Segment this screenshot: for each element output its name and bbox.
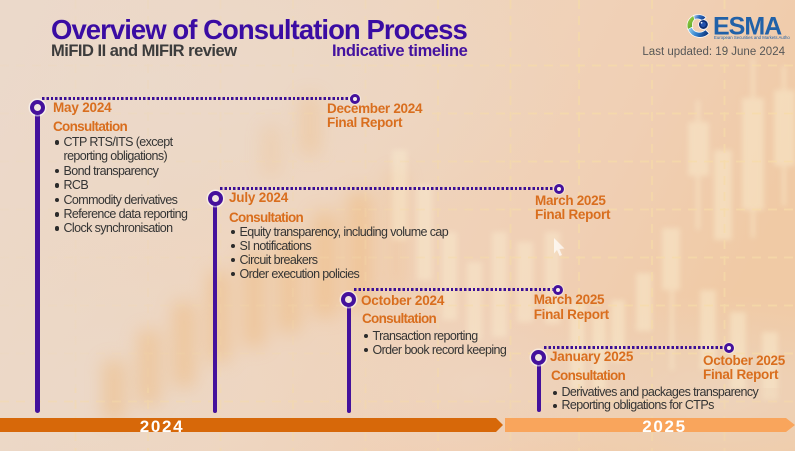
svg-text:European Securities and Market: European Securities and Markets Authorit… <box>714 35 790 40</box>
svg-text:ESMA: ESMA <box>713 13 782 41</box>
